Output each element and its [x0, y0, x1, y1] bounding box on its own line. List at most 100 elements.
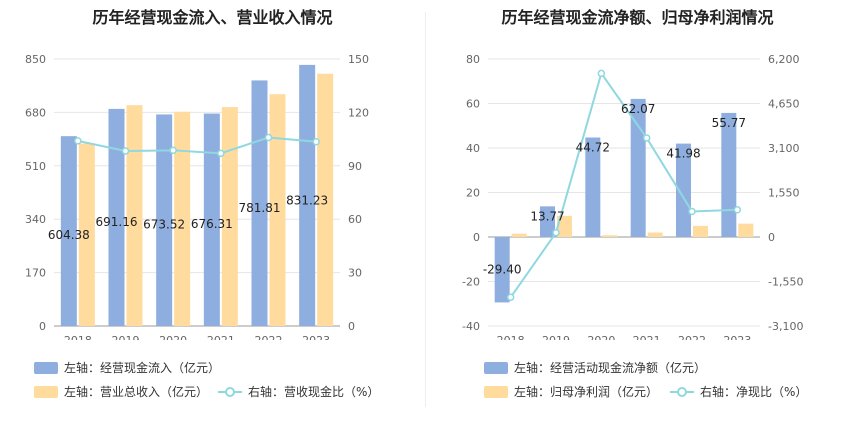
legend-swatch-line: [670, 386, 694, 398]
legend-item-net-profit[interactable]: 左轴：归母净利润（亿元）: [484, 383, 658, 400]
y-left-tick-label: 60: [466, 98, 480, 111]
bar-primary: [585, 137, 601, 237]
bar-data-label: 676.31: [191, 217, 233, 231]
y-left-tick-label: -20: [462, 276, 480, 289]
x-tick-label: 2022: [255, 334, 283, 340]
legend-label: 左轴：营业总收入（亿元）: [64, 385, 209, 399]
bar-primary: [299, 64, 316, 326]
x-tick-label: 2018: [64, 334, 92, 340]
bar-primary: [494, 237, 510, 303]
ratio-line-point: [264, 133, 273, 142]
bar-data-label: 691.16: [96, 215, 138, 229]
bar-data-label: 781.81: [239, 201, 281, 215]
ratio-line-point: [688, 207, 696, 216]
bar-primary: [203, 113, 220, 326]
legend-item-cash-ratio[interactable]: 右轴：净现比（%）: [670, 383, 807, 400]
y-left-tick-label: 170: [25, 267, 46, 280]
ratio-line-point: [506, 293, 515, 302]
ratio-line-point: [642, 134, 651, 142]
bar-secondary: [647, 232, 663, 237]
bar-data-label: -29.40: [483, 263, 522, 277]
legend-label: 右轴：营收现金比（%）: [248, 385, 380, 399]
chart-title-left: 历年经营现金流入、营业收入情况: [92, 8, 333, 27]
ratio-line-point: [312, 138, 320, 146]
bar-data-label: 55.77: [712, 116, 746, 130]
bar-data-label: 62.07: [621, 102, 655, 116]
y-left-tick-label: -40: [462, 320, 480, 333]
x-tick-label: 2021: [207, 334, 235, 340]
y-right-tick-label: -3,100: [768, 320, 803, 333]
ratio-line-point: [597, 69, 606, 78]
ratio-line-point: [217, 149, 225, 158]
legend-label: 左轴：归母净利润（亿元）: [514, 385, 659, 399]
ratio-line-point: [74, 137, 82, 145]
bar-data-label: 41.98: [666, 147, 700, 161]
legend-swatch-orange: [484, 385, 508, 398]
cashflow-revenue-chart: 850 150 680 120 510 90 340 60 170 30 0 0 2018 2019 202…: [25, 53, 369, 340]
legend-item-net-cashflow[interactable]: 左轴：经营活动现金流净额（亿元）: [484, 359, 706, 376]
legend-swatch-blue: [34, 361, 58, 374]
bar-data-label: 604.38: [48, 228, 90, 242]
y-right-tick-label: 30: [348, 267, 362, 280]
legend-item-revenue[interactable]: 左轴：营业总收入（亿元）: [34, 383, 208, 400]
y-right-tick-label: 4,650: [768, 98, 800, 111]
bar-primary: [60, 136, 77, 326]
netcash-profit-chart: 80 6,200 60 4,650 40 3,100 20 1,550 0 0 -20 -1,550 -…: [462, 53, 803, 340]
y-right-tick-label: 1,550: [768, 187, 800, 200]
x-tick-label: 2019: [112, 334, 140, 340]
x-tick-label: 2023: [723, 334, 751, 340]
bar-secondary: [602, 235, 618, 237]
bar-secondary: [511, 233, 527, 237]
bar-data-label: 13.77: [530, 209, 564, 223]
ratio-line-point: [733, 205, 742, 214]
x-tick-label: 2021: [633, 334, 661, 340]
y-left-tick-label: 340: [25, 213, 46, 226]
ratio-line: [77, 136, 317, 155]
ratio-line: [509, 71, 738, 298]
y-right-tick-label: 6,200: [768, 53, 800, 66]
ratio-line-point: [169, 146, 177, 155]
ratio-line-point: [121, 147, 130, 155]
y-right-tick-label: 0: [768, 231, 775, 244]
legend-label: 右轴：净现比（%）: [700, 385, 808, 399]
y-left-tick-label: 0: [39, 320, 46, 333]
bar-primary: [676, 143, 691, 237]
x-tick-label: 2019: [542, 334, 570, 340]
legend-swatch-line: [218, 386, 242, 398]
bar-secondary: [221, 107, 238, 326]
y-left-tick-label: 80: [466, 53, 480, 66]
panel-divider: [425, 12, 426, 407]
y-left-tick-label: 510: [25, 160, 46, 173]
x-tick-label: 2023: [302, 334, 330, 340]
chart-panel-right: 历年经营现金流净额、归母净利润情况 80 6,200 60 4,650 40 3,100 2…: [425, 0, 850, 437]
legend-label: 左轴：经营活动现金流净额（亿元）: [514, 361, 707, 375]
legend-item-cash-inflow[interactable]: 左轴：经营现金流入（亿元）: [34, 359, 220, 376]
y-left-tick-label: 20: [466, 187, 480, 200]
y-right-tick-label: 90: [348, 160, 362, 173]
legend-swatch-orange: [34, 385, 58, 398]
bar-data-label: 44.72: [576, 140, 610, 154]
bar-secondary: [174, 111, 191, 327]
chart-panel-left: 历年经营现金流入、营业收入情况 850 150 680 120 510 90 340 60 17…: [25, 8, 379, 400]
bar-data-label: 831.23: [286, 194, 328, 208]
bar-secondary: [269, 94, 286, 326]
y-right-tick-label: 3,100: [768, 142, 800, 155]
x-tick-label: 2020: [159, 334, 187, 340]
y-left-tick-label: 0: [473, 231, 480, 244]
bar-secondary: [738, 223, 754, 237]
x-tick-label: 2018: [497, 334, 525, 340]
y-right-tick-label: 60: [348, 213, 362, 226]
bar-secondary: [317, 73, 334, 327]
bar-primary: [630, 98, 646, 237]
y-left-tick-label: 850: [25, 53, 46, 66]
ratio-line-point: [552, 228, 560, 237]
x-tick-label: 2020: [587, 334, 615, 340]
y-left-tick-label: 680: [25, 106, 46, 119]
y-left-tick-label: 40: [466, 142, 480, 155]
y-right-tick-label: 120: [348, 106, 369, 119]
bar-primary: [156, 114, 173, 326]
bar-primary: [721, 112, 737, 237]
chart-title-right: 历年经营现金流净额、归母净利润情况: [501, 8, 774, 27]
legend-label: 左轴：经营现金流入（亿元）: [64, 361, 221, 375]
legend-item-ratio[interactable]: 右轴：营收现金比（%）: [218, 383, 379, 400]
